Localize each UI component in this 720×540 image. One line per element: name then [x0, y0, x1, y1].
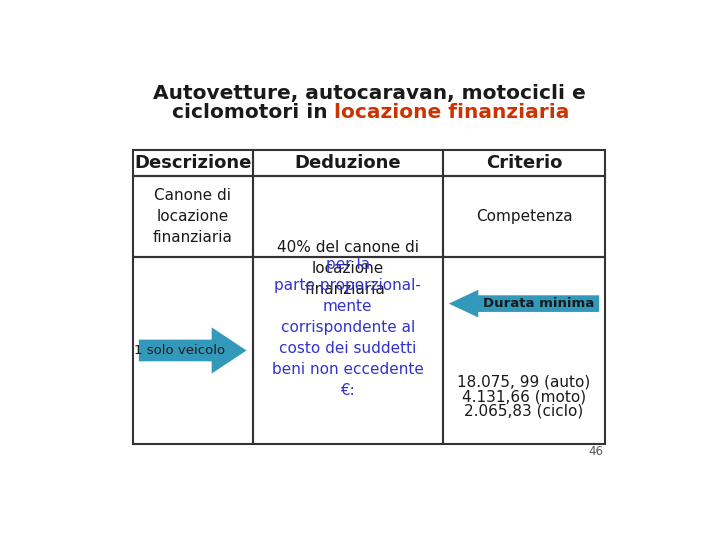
Bar	[443, 150, 606, 177]
Bar	[443, 257, 606, 444]
Text: locazione finanziaria: locazione finanziaria	[334, 103, 570, 122]
Text: Durata minima: Durata minima	[483, 297, 594, 310]
Text: 18.075, 99 (auto): 18.075, 99 (auto)	[457, 374, 590, 389]
Text: 46: 46	[588, 445, 603, 458]
Bar	[253, 257, 443, 444]
Polygon shape	[449, 290, 599, 318]
Text: Canone di
locazione
finanziaria: Canone di locazione finanziaria	[153, 188, 233, 245]
Text: ciclomotori in: ciclomotori in	[171, 103, 334, 122]
Text: Autovetture, autocaravan, motocicli e: Autovetture, autocaravan, motocicli e	[153, 84, 585, 103]
Bar	[253, 150, 443, 177]
Bar	[132, 150, 253, 177]
Text: ciclomotori in locazione finanziaria: ciclomotori in locazione finanziaria	[0, 539, 1, 540]
Text: 2.065,83 (ciclo): 2.065,83 (ciclo)	[464, 404, 584, 418]
Bar	[132, 257, 253, 444]
Text: 4.131,66 (moto): 4.131,66 (moto)	[462, 390, 586, 405]
Polygon shape	[139, 327, 246, 374]
Text: Competenza: Competenza	[476, 210, 572, 225]
Text: Criterio: Criterio	[486, 154, 562, 172]
Text: per la
parte proporzional-
mente
corrispondente al
costo dei suddetti
beni non e: per la parte proporzional- mente corrisp…	[271, 258, 423, 399]
Bar	[443, 177, 606, 257]
Text: 40% del canone di
locazione
finanziaria: 40% del canone di locazione finanziaria	[276, 240, 419, 297]
Bar	[253, 177, 443, 257]
Text: Deduzione: Deduzione	[294, 154, 401, 172]
Text: Descrizione: Descrizione	[134, 154, 251, 172]
Bar	[132, 177, 253, 257]
Text: 1 solo veicolo: 1 solo veicolo	[134, 344, 225, 357]
